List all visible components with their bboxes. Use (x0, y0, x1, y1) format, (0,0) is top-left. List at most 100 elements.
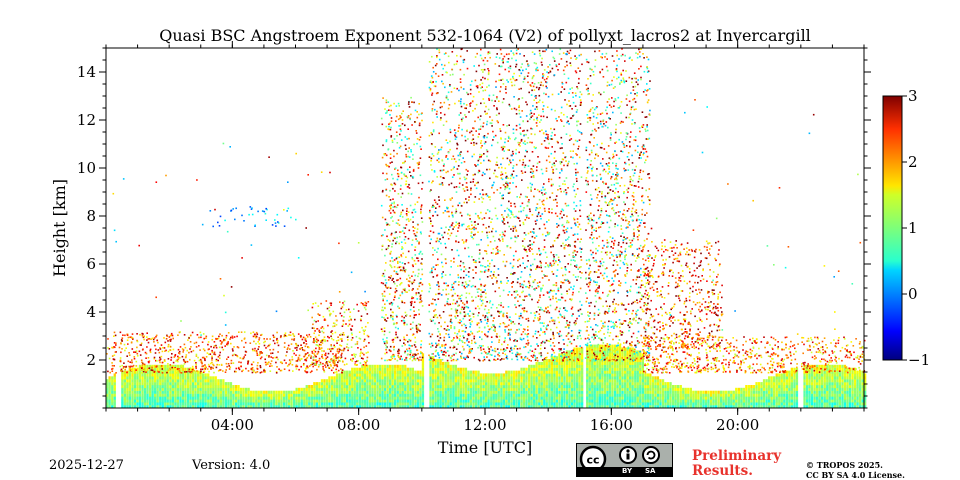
bl-cell (510, 382, 513, 386)
bl-cell (457, 376, 460, 380)
bl-cell (502, 379, 505, 383)
bl-cell (394, 376, 397, 380)
aerosol-point (148, 360, 151, 362)
bl-cell (520, 390, 523, 394)
bl-cell (459, 385, 462, 389)
aerosol-point (283, 346, 286, 348)
bl-cell (709, 393, 713, 397)
aerosol-point (338, 347, 341, 350)
bl-cell (505, 405, 508, 409)
bl-cell (586, 385, 589, 389)
bl-cell (785, 396, 788, 400)
bl-cell (154, 373, 157, 377)
aerosol-point (283, 335, 285, 338)
bl-cell (790, 387, 793, 391)
aerosol-point (404, 311, 407, 314)
bl-cell (573, 382, 576, 386)
bl-cell (227, 399, 230, 403)
aerosol-point (421, 112, 423, 114)
bl-cell (780, 376, 783, 380)
bl-cell (576, 347, 579, 351)
bl-cell (386, 373, 389, 377)
aerosol-point (177, 356, 180, 359)
bl-cell (669, 385, 672, 389)
bl-cell (752, 387, 756, 391)
bl-cell (318, 393, 321, 397)
bl-cell (535, 361, 538, 365)
bl-cell (214, 385, 217, 389)
aerosol-point (261, 352, 263, 354)
bl-cell (666, 402, 670, 406)
bl-cell (702, 396, 705, 400)
bl-cell (808, 364, 811, 368)
aerosol-point (319, 361, 322, 364)
bl-cell (381, 390, 384, 394)
bl-cell (656, 396, 660, 400)
aerosol-point (421, 283, 424, 286)
bl-cell (361, 396, 364, 400)
bl-cell (434, 402, 437, 406)
bl-cell (138, 376, 142, 380)
bl-cell (421, 376, 425, 380)
aerosol-point (128, 354, 131, 356)
bl-cell (586, 390, 589, 394)
bl-cell (856, 373, 859, 377)
bl-cell (520, 393, 523, 397)
aerosol-point (346, 343, 349, 346)
bl-cell (762, 396, 766, 400)
aerosol-point (323, 318, 326, 320)
aerosol-point (135, 360, 138, 363)
bl-cell (843, 390, 847, 394)
bl-cell (442, 376, 445, 380)
bl-cell (821, 396, 824, 400)
bl-cell (525, 376, 528, 380)
aerosol-point (203, 349, 206, 352)
bl-cell (699, 399, 703, 403)
aerosol-point (332, 347, 335, 350)
aerosol-point (315, 359, 317, 361)
aerosol-point (230, 359, 233, 362)
bl-cell (515, 387, 518, 391)
aerosol-point (201, 368, 204, 371)
aerosol-point (363, 346, 365, 349)
bl-cell (788, 387, 791, 391)
bl-cell (308, 390, 311, 394)
bl-cell (563, 405, 566, 409)
aerosol-point (149, 351, 152, 354)
bl-cell (313, 390, 316, 394)
aerosol-point (325, 357, 328, 360)
bl-cell (515, 385, 518, 389)
bl-cell (677, 385, 680, 389)
bl-cell (477, 385, 480, 389)
bl-cell (108, 382, 111, 386)
bl-cell (194, 396, 197, 400)
bl-cell (431, 405, 435, 409)
bl-cell (608, 367, 612, 371)
bl-cell (500, 382, 503, 386)
bl-cell (846, 382, 849, 386)
aerosol-point (363, 330, 365, 333)
bl-cell (581, 379, 584, 383)
aerosol-point (157, 349, 160, 351)
bl-cell (164, 373, 167, 377)
bl-cell (538, 385, 541, 389)
bl-cell (636, 361, 639, 365)
aerosol-point (258, 339, 260, 341)
bl-cell (315, 399, 318, 403)
bl-cell (517, 370, 521, 374)
aerosol-point (247, 360, 249, 363)
bl-cell (593, 390, 596, 394)
bl-cell (530, 364, 533, 368)
bl-cell (639, 393, 642, 397)
bl-cell (598, 367, 601, 371)
bl-cell (444, 387, 447, 391)
aerosol-point (363, 338, 366, 341)
bl-cell (447, 379, 450, 383)
bl-cell (209, 393, 212, 397)
bl-cell (474, 373, 478, 377)
bl-cell (133, 367, 137, 371)
bl-cell (141, 385, 144, 389)
bl-cell (555, 399, 558, 403)
bl-cell (545, 361, 548, 365)
aerosol-point (362, 304, 365, 307)
